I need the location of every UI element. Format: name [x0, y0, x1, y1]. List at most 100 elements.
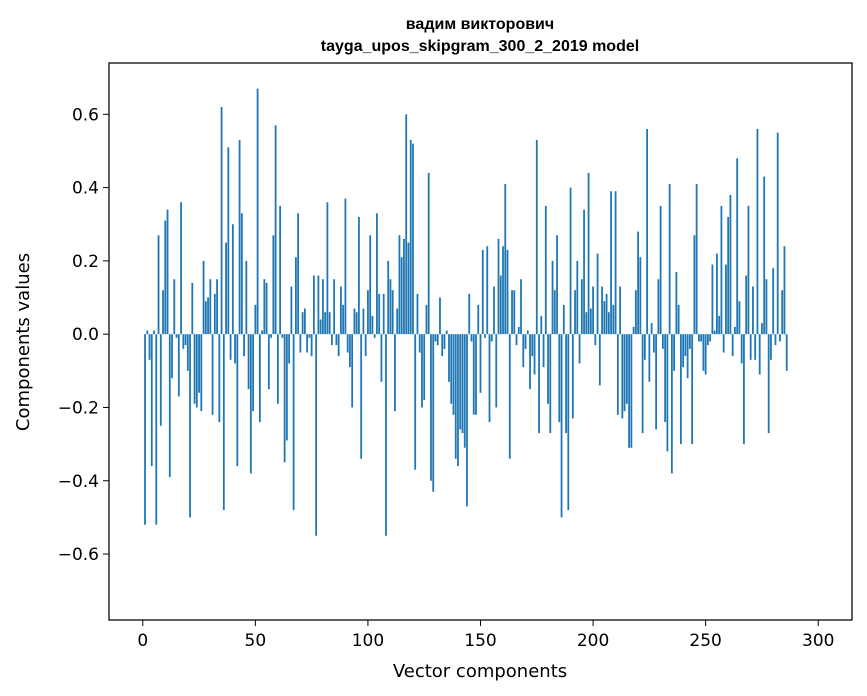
bar [643, 334, 646, 360]
y-tick-label: −0.2 [58, 398, 99, 418]
bar [186, 334, 189, 371]
bar [607, 312, 610, 335]
bar [603, 301, 606, 335]
bar [490, 334, 493, 342]
bar [193, 334, 196, 404]
y-tick-label: 0.6 [72, 105, 99, 125]
bar [562, 304, 565, 335]
bar [346, 334, 349, 353]
bar [529, 334, 531, 390]
bar [517, 326, 520, 335]
y-tick-label: −0.6 [58, 545, 99, 565]
x-tick-label: 150 [464, 631, 496, 651]
bar [414, 334, 417, 470]
bar [783, 246, 786, 335]
bar [202, 260, 205, 335]
bar [475, 334, 477, 415]
bar [752, 286, 754, 335]
bar [763, 176, 766, 335]
bar [310, 334, 313, 357]
bar [409, 139, 412, 335]
y-tick-label: 0.0 [72, 325, 99, 345]
bar [146, 330, 149, 335]
bar [439, 297, 441, 335]
bar [276, 334, 279, 404]
bar [148, 334, 151, 360]
bar [670, 334, 673, 474]
bar [544, 205, 547, 335]
bar [231, 224, 234, 335]
bar [267, 334, 270, 390]
bar [526, 330, 529, 335]
bar [655, 334, 658, 430]
bar [713, 330, 716, 335]
bar [168, 334, 171, 478]
chart-subtitle: tayga_upos_skipgram_300_2_2019 model [321, 38, 639, 55]
bar [547, 334, 549, 404]
bar [385, 334, 387, 536]
bar [380, 334, 383, 382]
bar [560, 334, 563, 518]
bar [659, 205, 662, 335]
bar [144, 334, 146, 525]
bar [261, 330, 264, 335]
bar [556, 235, 558, 335]
bar [745, 275, 748, 335]
bar [445, 330, 448, 335]
bar [412, 143, 414, 335]
bar [344, 198, 347, 335]
bar [486, 246, 489, 335]
bar [292, 334, 295, 511]
bar [454, 334, 457, 459]
bar [756, 128, 759, 335]
bar [290, 286, 293, 335]
bar [495, 334, 498, 408]
y-axis-ticks: −0.6 −0.4 −0.2 0.0 0.2 0.4 0.6 [58, 105, 109, 565]
bar [583, 209, 585, 335]
bar [520, 279, 522, 335]
bar [754, 334, 757, 360]
bar [524, 334, 527, 349]
bar [612, 304, 615, 335]
bar [391, 290, 394, 335]
bar [686, 334, 689, 379]
bar [297, 213, 300, 335]
bar [349, 334, 351, 368]
x-tick-label: 100 [352, 631, 384, 651]
bar [551, 260, 554, 335]
bar [355, 312, 358, 335]
bar [263, 279, 266, 335]
bar [758, 334, 761, 375]
bar [767, 334, 770, 434]
x-axis-label: Vector components [393, 661, 567, 682]
bar [567, 334, 570, 511]
bar [418, 334, 421, 353]
bars-group [144, 88, 788, 536]
bar [443, 334, 446, 349]
bar [191, 282, 194, 335]
bar [770, 334, 772, 360]
bar [216, 279, 218, 335]
bar [256, 88, 259, 335]
bar [308, 334, 311, 338]
bar [389, 279, 392, 335]
bar [328, 312, 331, 335]
bar [367, 290, 369, 335]
bar [571, 334, 574, 419]
x-tick-label: 50 [245, 631, 267, 651]
bar [479, 334, 482, 393]
bar [463, 334, 466, 448]
bar [601, 286, 603, 335]
chart-title: вадим викторович [406, 16, 554, 33]
bar [333, 279, 336, 335]
bar [175, 334, 178, 338]
bar [252, 334, 254, 412]
bar [738, 301, 741, 335]
bar [637, 231, 640, 335]
bar [153, 330, 155, 335]
y-tick-label: 0.4 [72, 179, 99, 199]
bar [533, 334, 536, 375]
bar [576, 260, 579, 335]
bar [693, 235, 696, 335]
